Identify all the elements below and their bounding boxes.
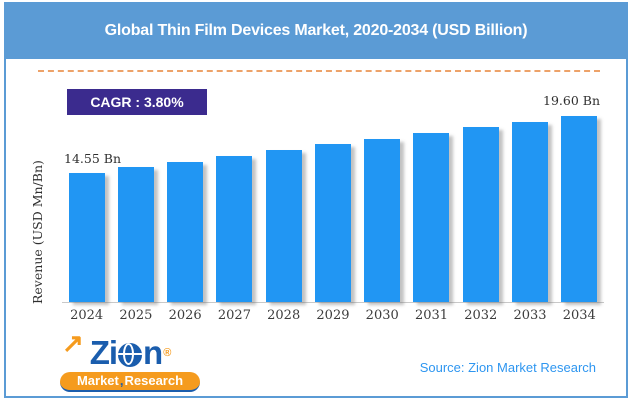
title-bar: Global Thin Film Devices Market, 2020-20… bbox=[4, 2, 628, 59]
bar-slot-2028 bbox=[259, 95, 308, 302]
bar-slot-2026 bbox=[161, 95, 210, 302]
dashed-divider bbox=[38, 70, 600, 72]
x-tick-2029: 2029 bbox=[316, 308, 350, 323]
zion-logo-text-left: Zi bbox=[89, 334, 118, 371]
page-title: Global Thin Film Devices Market, 2020-20… bbox=[104, 21, 528, 39]
x-axis-tick-row: 2024 2025 2026 2027 2028 2029 2030 2031 2032 2033… bbox=[62, 308, 604, 323]
cagr-badge: CAGR : 3.80% bbox=[67, 89, 207, 115]
x-tick-2024: 2024 bbox=[70, 308, 104, 323]
bar-2029 bbox=[314, 144, 351, 302]
bar-2024 bbox=[68, 173, 105, 302]
bar-2034 bbox=[561, 116, 598, 302]
globe-icon bbox=[118, 343, 143, 367]
x-tick-2027: 2027 bbox=[217, 308, 251, 323]
bar-2032 bbox=[462, 127, 499, 302]
logo-tagline-research: Research bbox=[124, 373, 184, 388]
bar-slot-2031 bbox=[407, 95, 456, 302]
logo-tagline-market: Market bbox=[76, 373, 119, 388]
bar-slot-2029 bbox=[308, 95, 357, 302]
zion-logo[interactable]: ↗ Zi n ® Market , Research bbox=[60, 328, 200, 392]
x-tick-2034: 2034 bbox=[562, 308, 596, 323]
source-link[interactable]: Source: Zion Market Research bbox=[419, 360, 596, 375]
x-tick-2031: 2031 bbox=[414, 308, 449, 323]
bar-slot-2034 bbox=[555, 95, 604, 302]
x-tick-2026: 2026 bbox=[168, 308, 202, 323]
zion-logo-tagline: Market , Research bbox=[60, 372, 200, 392]
arrow-icon: ↗ bbox=[62, 328, 84, 358]
zion-logo-wordmark: ↗ Zi n ® bbox=[60, 328, 200, 371]
bar-2031 bbox=[413, 133, 450, 302]
bar-2030 bbox=[364, 139, 401, 302]
cagr-badge-label: CAGR : 3.80% bbox=[90, 94, 184, 110]
bar-chart-plot-area bbox=[62, 95, 604, 303]
x-tick-2032: 2032 bbox=[464, 308, 498, 323]
bar-2028 bbox=[265, 150, 302, 302]
bar-2033 bbox=[512, 122, 549, 302]
registered-mark: ® bbox=[163, 347, 171, 359]
bar-2027 bbox=[216, 156, 253, 302]
x-tick-2033: 2033 bbox=[513, 308, 547, 323]
bar-2026 bbox=[167, 162, 204, 302]
bar-slot-2027 bbox=[210, 95, 259, 302]
logo-tagline-separator: , bbox=[119, 373, 124, 388]
first-bar-value-label: 14.55 Bn bbox=[64, 151, 121, 166]
bar-slot-2025 bbox=[111, 95, 160, 302]
x-tick-2025: 2025 bbox=[119, 308, 153, 323]
bar-2025 bbox=[117, 167, 154, 302]
last-bar-value-label: 19.60 Bn bbox=[543, 93, 600, 108]
x-tick-2028: 2028 bbox=[267, 308, 301, 323]
bar-slot-2024 bbox=[62, 95, 111, 302]
bar-slot-2033 bbox=[505, 95, 554, 302]
x-tick-2030: 2030 bbox=[365, 308, 399, 323]
bar-slot-2032 bbox=[456, 95, 505, 302]
y-axis-label: Revenue (USD Mn/Bn) bbox=[30, 160, 45, 304]
zion-logo-text-right: n bbox=[143, 334, 163, 371]
bar-slot-2030 bbox=[358, 95, 407, 302]
